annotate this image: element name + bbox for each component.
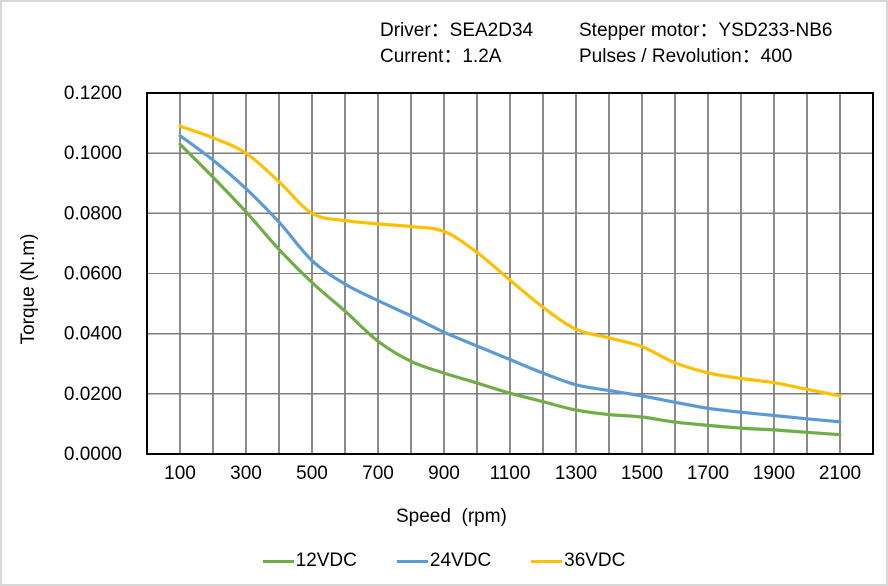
x-tick-label: 500 [296, 463, 328, 484]
motor-spec: Stepper motor：YSD233-NB6 [579, 20, 833, 41]
x-tick-label: 2100 [819, 463, 861, 484]
x-tick-label: 300 [230, 463, 262, 484]
legend-label-12vdc: 12VDC [295, 550, 357, 571]
legend: 12VDC 24VDC 36VDC [2, 550, 886, 572]
x-tick-label: 1300 [555, 463, 597, 484]
legend-label-36vdc: 36VDC [564, 550, 626, 571]
y-tick-label: 0.0000 [64, 444, 122, 465]
y-tick-label: 0.0200 [64, 384, 122, 405]
spec-header-row-1: Driver：SEA2D34 Stepper motor：YSD233-NB6 [380, 18, 832, 44]
curve-24VDC [178, 134, 842, 424]
legend-item-36vdc: 36VDC [531, 550, 625, 572]
legend-swatch-36vdc [531, 559, 563, 563]
x-tick-label: 1900 [753, 463, 795, 484]
legend-label-24vdc: 24VDC [429, 550, 492, 571]
spec-header: Driver：SEA2D34 Stepper motor：YSD233-NB6 … [380, 18, 832, 70]
y-tick-label: 0.0400 [64, 324, 122, 345]
y-tick-label: 0.1000 [64, 143, 122, 164]
legend-swatch-12vdc [262, 559, 294, 563]
x-tick-label: 1700 [687, 463, 729, 484]
x-tick-label: 700 [362, 463, 394, 484]
y-tick-label: 0.0800 [64, 203, 122, 224]
legend-swatch-24vdc [396, 559, 428, 563]
curve-12VDC [178, 142, 842, 437]
x-tick-label: 900 [428, 463, 460, 484]
spec-header-row-2: Current：1.2A Pulses / Revolution：400 [380, 44, 832, 70]
x-tick-label: 1500 [621, 463, 663, 484]
x-tick-label: 100 [164, 463, 196, 484]
driver-spec: Driver：SEA2D34 [380, 20, 534, 41]
plot-border [146, 92, 874, 455]
x-tick-label: 1100 [490, 463, 531, 484]
y-tick-label: 0.0600 [64, 264, 122, 285]
x-axis-title: Speed (rpm) [396, 506, 507, 527]
legend-item-24vdc: 24VDC [396, 550, 492, 572]
y-axis-title: Torque (N.m) [18, 233, 39, 345]
y-tick-label: 0.1200 [64, 83, 122, 104]
curve-36VDC [178, 124, 842, 398]
pulses-spec: Pulses / Revolution：400 [579, 46, 793, 67]
legend-item-12vdc: 12VDC [262, 550, 357, 572]
current-spec: Current：1.2A [380, 46, 502, 67]
